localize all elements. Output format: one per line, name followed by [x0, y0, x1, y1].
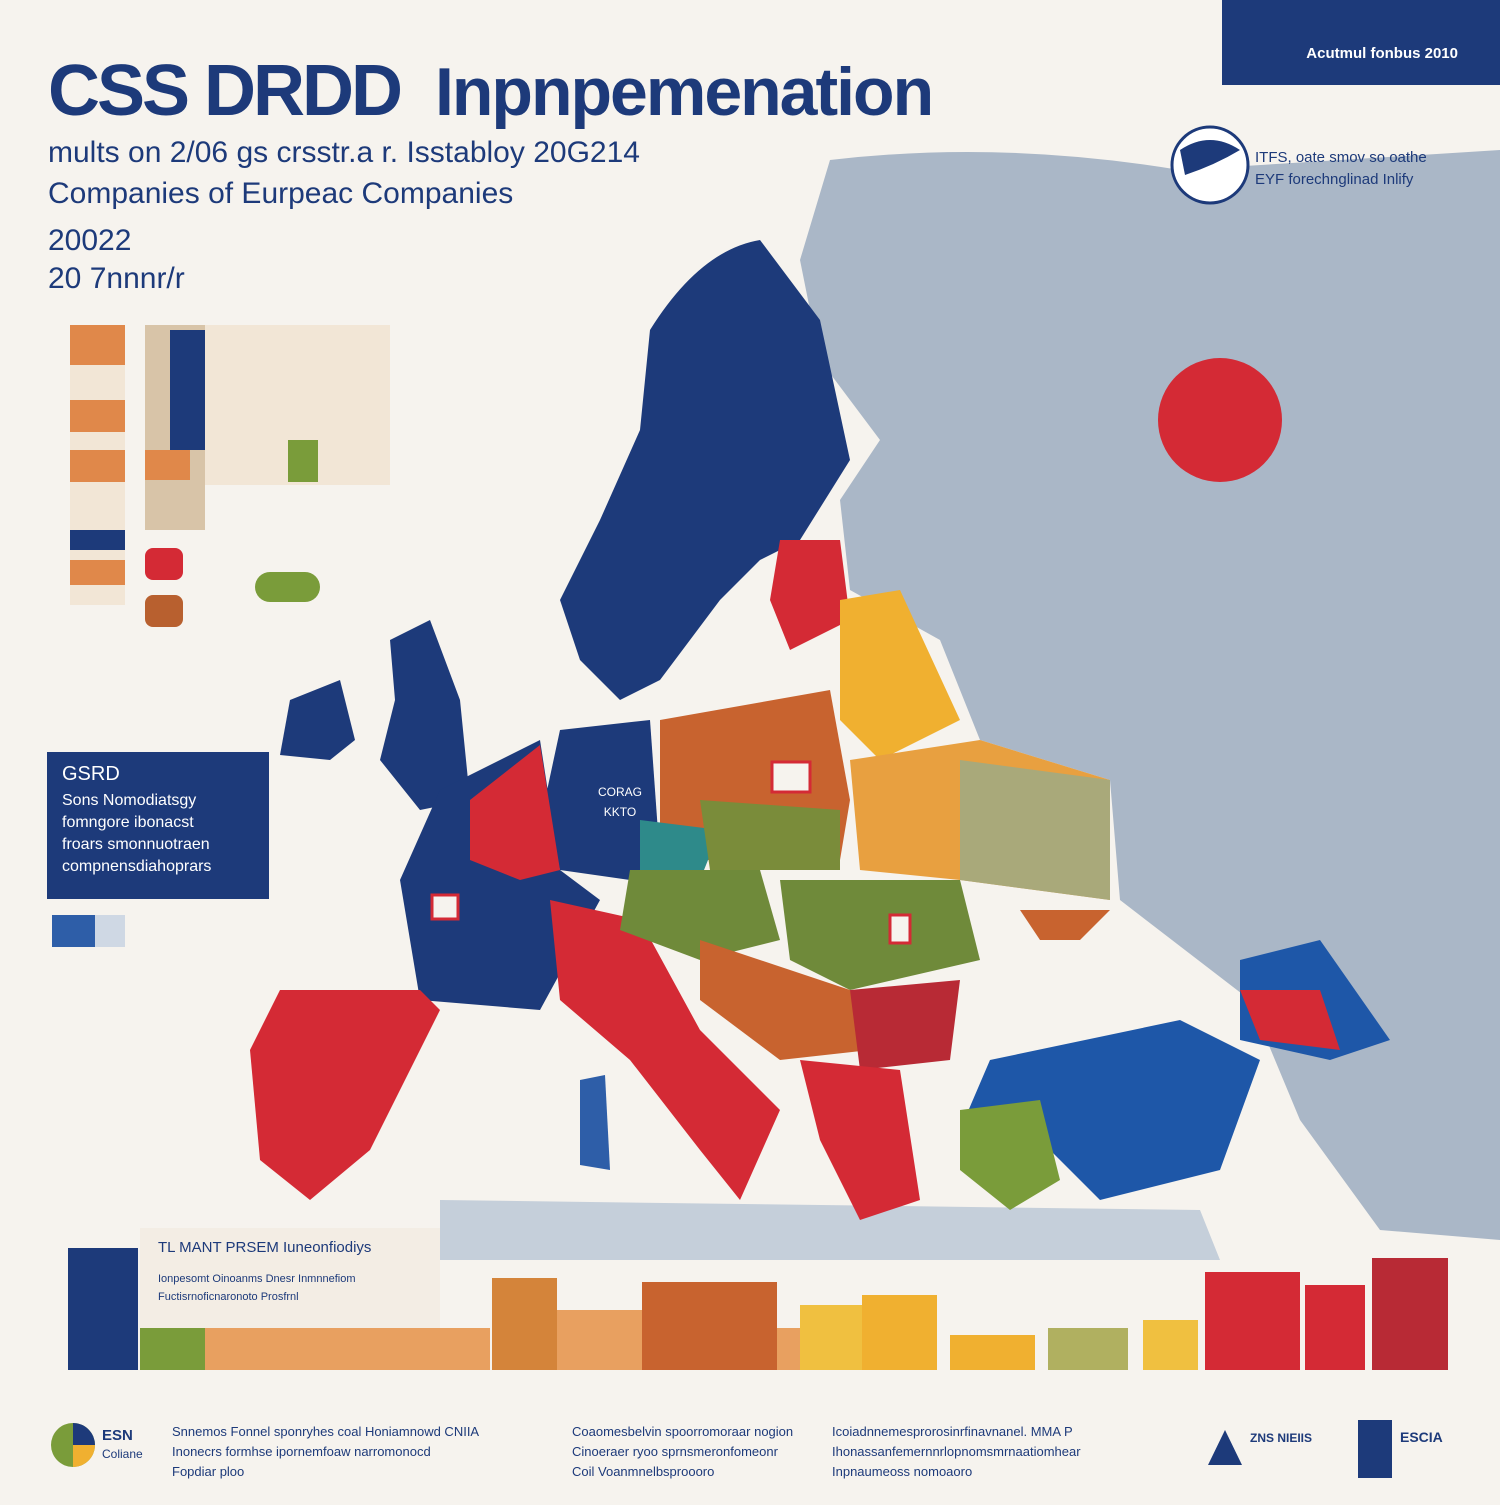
- info-heading: GSRD: [62, 763, 120, 785]
- footer-logo-slice: [73, 1445, 95, 1467]
- strip-bar: [1143, 1320, 1198, 1370]
- highlight-circle: [1158, 358, 1282, 482]
- slovakia: [700, 800, 840, 870]
- footer-logo-text: ESN: [102, 1427, 133, 1444]
- info-line: froars smonnuotraen: [62, 836, 210, 853]
- footer-logo-text: ZNS NIEIIS: [1250, 1431, 1312, 1445]
- strip-bar: [1048, 1328, 1128, 1370]
- mini-bar: [70, 400, 125, 432]
- logo-line: EYF forechnglinad Inlify: [1255, 171, 1414, 188]
- strip-bar: [1205, 1272, 1300, 1370]
- footer-logo-triangle: [1208, 1430, 1242, 1465]
- logo-line: ITFS, oate smov so oathe: [1255, 149, 1427, 166]
- bottom-line: Fuctisrnoficnaronoto Prosfrnl: [158, 1291, 299, 1303]
- map-label: CORAG: [598, 785, 642, 799]
- mini-bar: [145, 450, 190, 480]
- strip-bar: [492, 1278, 557, 1370]
- badge: [1222, 0, 1500, 85]
- footer-logo-slice: [73, 1423, 95, 1445]
- mini-bar: [70, 325, 125, 365]
- iberia: [250, 990, 440, 1200]
- footer-text: Icoiadnnemesprorosinrfinavnanel. MMA P: [832, 1424, 1073, 1439]
- germany: [545, 720, 660, 880]
- subtitle: mults on 2/06 gs crsstr.a r. Isstabloy 2…: [48, 136, 640, 169]
- strip-bar: [950, 1335, 1035, 1370]
- strip-bar: [1305, 1285, 1365, 1370]
- strip-bar: [642, 1282, 777, 1370]
- mini-bar: [288, 440, 318, 482]
- anatolia-west: [960, 1100, 1060, 1210]
- map-icon: [770, 760, 812, 794]
- strip-bar: [68, 1248, 138, 1370]
- strip-bar: [140, 1328, 205, 1370]
- mini-pill: [145, 595, 183, 627]
- strip-bar: [1372, 1258, 1448, 1370]
- badge-text: Acutmul fonbus 2010: [1306, 45, 1458, 62]
- italy: [550, 900, 780, 1200]
- sardinia: [580, 1075, 610, 1170]
- footer-text: Coaomesbelvin spoorromoraar nogion: [572, 1424, 793, 1439]
- mini-bar: [70, 560, 125, 585]
- footer-logo-text: Coliane: [102, 1447, 143, 1461]
- title-left: CSS DRDD: [48, 51, 400, 131]
- year-1: 20022: [48, 224, 131, 257]
- strip-bar: [205, 1328, 490, 1370]
- mini-pill: [145, 548, 183, 580]
- footer-text: Coil Voanmnelbsproooro: [572, 1464, 714, 1479]
- year-2: 20 7nnnr/r: [48, 262, 185, 295]
- georgia: [1240, 990, 1340, 1050]
- strip-bar: [557, 1310, 642, 1370]
- scandinavia: [560, 240, 850, 700]
- footer-text: Fopdiar ploo: [172, 1464, 244, 1479]
- legend-swatch: [95, 915, 125, 947]
- title-right: Inpnpemenation: [435, 54, 932, 130]
- map-icon: [430, 893, 460, 921]
- info-line: compnensdiahoprars: [62, 858, 211, 875]
- mini-bar: [170, 330, 205, 450]
- footer-logo-shield: [1358, 1420, 1392, 1478]
- footer-text: Inpnaumeoss nomoaoro: [832, 1464, 972, 1479]
- benelux: [470, 745, 560, 880]
- greece: [800, 1060, 920, 1220]
- mini-bar: [70, 450, 125, 482]
- ukraine-east: [960, 760, 1110, 900]
- sea-band: [440, 1200, 1220, 1260]
- footer-text: Inonecrs formhse ipornemfoaw narromonocd: [172, 1444, 431, 1459]
- bottom-heading: TL MANT PRSEM Iuneonfiodiys: [158, 1239, 371, 1256]
- mini-bar: [70, 530, 125, 550]
- austria-hungary: [620, 870, 780, 960]
- belarus: [840, 590, 960, 760]
- footer-text: Ihonassanfemernnrlopnomsmrnaatiomhear: [832, 1444, 1081, 1459]
- map-icon: [888, 913, 912, 945]
- romania: [780, 880, 980, 990]
- bulgaria: [850, 980, 960, 1070]
- estonia-latvia: [770, 540, 850, 650]
- globe-logo-mark: [1180, 140, 1240, 175]
- czechia: [640, 820, 720, 880]
- bottom-line: Ionpesomt Oinoanms Dnesr Inmnnefiom: [158, 1273, 355, 1285]
- subtitle-2: Companies of Eurpeac Companies: [48, 177, 513, 210]
- balkans: [700, 940, 870, 1060]
- map-label: KKTO: [604, 805, 636, 819]
- info-line: fomngore ibonacst: [62, 814, 194, 831]
- great-britain: [380, 620, 470, 810]
- info-line: Sons Nomodiatsgy: [62, 792, 196, 809]
- strip-bar: [777, 1328, 800, 1370]
- footer-text: Snnemos Fonnel sponryhes coal Honiamnowd…: [172, 1424, 479, 1439]
- turkey: [960, 1020, 1260, 1200]
- crimea: [1020, 910, 1110, 940]
- strip-bar: [800, 1305, 862, 1370]
- info-box: [47, 752, 269, 899]
- mini-pill: [255, 572, 320, 602]
- footer-text: Cinoeraer ryoo sprnsmeronfomeonr: [572, 1444, 779, 1459]
- bottom-panel: [140, 1228, 440, 1328]
- ireland: [280, 680, 355, 760]
- footer-logo-text: ESCIA: [1400, 1429, 1443, 1445]
- strip-bar: [862, 1295, 937, 1370]
